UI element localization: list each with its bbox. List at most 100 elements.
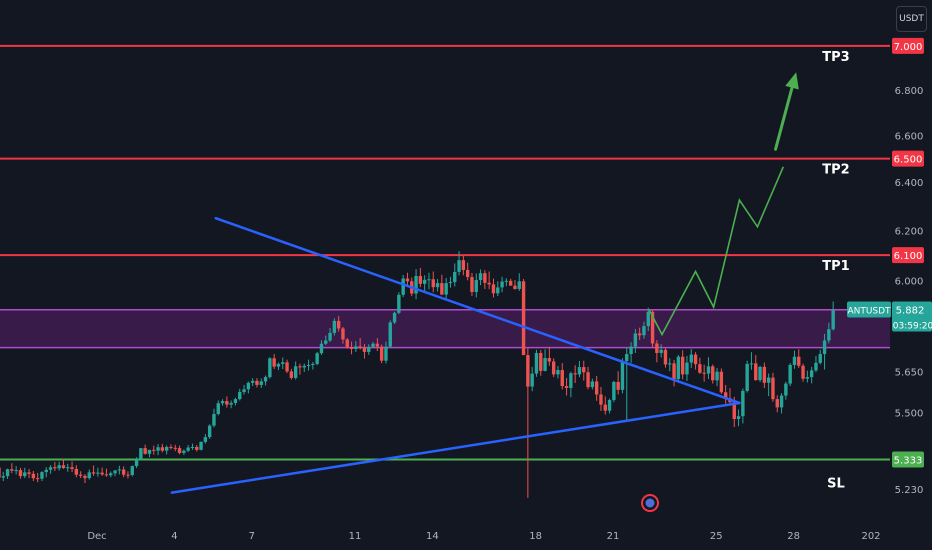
candle-body	[650, 311, 655, 344]
candle-body	[418, 276, 423, 284]
candle-body	[625, 354, 629, 361]
candle-body	[792, 356, 797, 365]
candle-body	[78, 474, 83, 476]
candle-body	[560, 370, 564, 387]
candle-body	[663, 349, 668, 365]
y-tick-label: 6.200	[895, 226, 924, 237]
candle-body	[207, 425, 212, 438]
candle-body	[276, 363, 281, 367]
candle-body	[328, 332, 332, 341]
symbol-badge	[847, 301, 891, 318]
candle-body	[169, 447, 173, 449]
candle-body	[685, 362, 689, 375]
candle-body	[156, 447, 160, 451]
candle-body	[556, 370, 560, 375]
candle-body	[676, 356, 681, 379]
candle-body	[741, 390, 745, 417]
candle-body	[281, 362, 285, 364]
candle-body	[818, 354, 822, 363]
candle-body	[478, 273, 483, 281]
level-price-badge	[892, 451, 924, 468]
candle-body	[732, 402, 736, 419]
bar-countdown-text: 03:59:20	[893, 322, 932, 332]
resistance-zone	[0, 309, 890, 348]
level-label-tp1: TP1	[822, 259, 849, 274]
candle-body	[440, 283, 444, 295]
candle-body	[298, 366, 302, 368]
candle-body	[513, 285, 517, 289]
candle-body	[517, 281, 521, 289]
candle-body	[766, 377, 771, 383]
candle-body	[551, 361, 556, 375]
level-price-badge-text: 6.500	[894, 155, 923, 166]
level-price-badge-text: 5.333	[894, 456, 923, 467]
candle-body	[375, 343, 380, 347]
candle-body	[577, 367, 582, 375]
candle-body	[272, 358, 276, 367]
candle-body	[689, 354, 693, 363]
ascending-trendline[interactable]	[170, 401, 741, 494]
candle-body	[160, 447, 165, 451]
candle-body	[470, 277, 474, 293]
candle-body	[354, 346, 358, 349]
x-tick-label: Dec	[87, 531, 106, 542]
projection-path[interactable]	[648, 166, 785, 337]
candle-body	[388, 322, 392, 347]
candle-body	[633, 333, 638, 347]
candle-body	[655, 343, 659, 353]
descending-trendline[interactable]	[214, 216, 741, 405]
candle-body	[453, 271, 457, 283]
candle-body	[397, 294, 401, 313]
candle-body	[117, 469, 122, 471]
candle-body	[104, 474, 109, 476]
candle-body	[629, 346, 633, 355]
x-tick-label: 11	[349, 531, 362, 542]
candle-body	[392, 312, 397, 323]
projection-arrow-shaft[interactable]	[774, 86, 794, 151]
level-label-tp3: TP3	[822, 50, 849, 65]
candle-body	[10, 469, 14, 471]
candle-body	[491, 284, 496, 294]
candle-body	[293, 366, 298, 378]
candle-body	[1, 476, 5, 478]
level-price-badge	[892, 247, 924, 264]
candle-body	[100, 472, 104, 475]
last-price-badge	[892, 301, 932, 332]
candle-body	[259, 381, 263, 385]
candle-body	[96, 472, 100, 474]
candle-body	[268, 358, 272, 378]
candle-body	[642, 326, 646, 336]
candle-body	[250, 380, 255, 383]
candle-body	[371, 343, 375, 347]
candle-body	[586, 372, 590, 388]
candle-body	[70, 467, 74, 469]
candle-body	[758, 366, 762, 381]
candle-body	[831, 310, 835, 330]
candle-body	[448, 282, 453, 284]
x-tick-label: 18	[529, 531, 542, 542]
candle-body	[465, 269, 470, 278]
level-price-badge	[892, 150, 924, 167]
level-price-badge-text: 7.000	[894, 42, 923, 53]
candle-body	[427, 279, 431, 281]
projection-arrow-head	[785, 72, 799, 90]
candle-body	[771, 377, 775, 400]
candle-body	[827, 329, 831, 341]
candle-body	[539, 352, 543, 371]
candle-body	[809, 370, 814, 378]
candle-body	[384, 346, 388, 361]
currency-selector-button[interactable]: USDT	[896, 6, 927, 32]
x-tick-label: 4	[171, 531, 177, 542]
candle-body	[521, 281, 526, 356]
candle-body	[242, 389, 246, 393]
candle-body	[134, 458, 139, 467]
x-tick-label: 25	[710, 531, 723, 542]
candle-body	[607, 399, 612, 411]
candle-body	[483, 273, 487, 283]
x-tick-label: 7	[249, 531, 255, 542]
candle-body	[814, 362, 818, 371]
x-tick-label: 202	[861, 531, 880, 542]
candle-body	[57, 465, 61, 469]
